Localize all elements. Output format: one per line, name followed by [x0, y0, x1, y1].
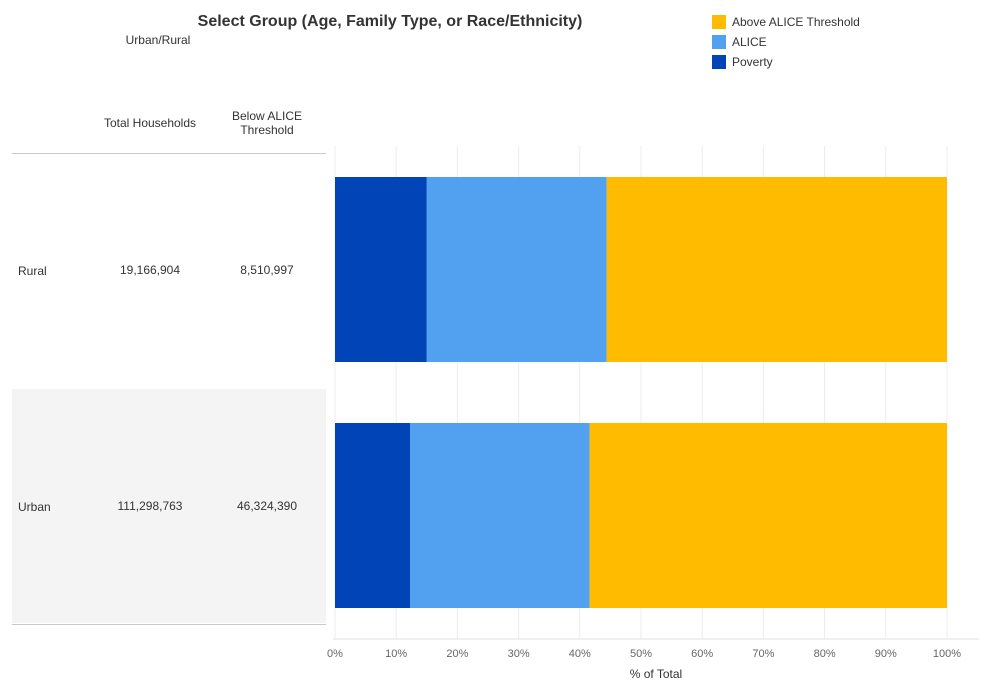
x-tick-label-10: 100%: [933, 648, 961, 660]
x-tick-label-9: 90%: [875, 648, 897, 660]
legend-item-poverty[interactable]: Poverty: [712, 54, 773, 70]
dimension-label: Urban/Rural: [125, 33, 191, 47]
row-label-urban: Urban: [18, 500, 51, 514]
column-header-below-alice: Below ALICE Threshold: [231, 109, 303, 137]
x-tick-label-5: 50%: [630, 648, 652, 660]
legend-label-alice: ALICE: [732, 35, 767, 49]
x-tick-label-3: 30%: [508, 648, 530, 660]
bar-rural-above-alice-threshold: [606, 177, 947, 362]
urban-total-households: 111,298,763: [117, 499, 183, 513]
bar-urban-above-alice-threshold: [589, 423, 947, 608]
x-tick-label-1: 10%: [385, 648, 407, 660]
x-tick-label-7: 70%: [752, 648, 774, 660]
urban-below-alice: 46,324,390: [236, 499, 298, 513]
legend-item-above-alice[interactable]: Above ALICE Threshold: [712, 14, 860, 30]
x-tick-label-0: 0%: [327, 648, 343, 660]
legend-swatch-alice: [712, 35, 726, 49]
table-top-rule: [12, 153, 326, 154]
x-tick-label-8: 80%: [814, 648, 836, 660]
bar-rural-poverty: [335, 177, 427, 362]
x-tick-label-2: 20%: [446, 648, 468, 660]
legend-label-poverty: Poverty: [732, 55, 773, 69]
x-tick-label-4: 40%: [569, 648, 591, 660]
table-row-urban[interactable]: Urban 111,298,763 46,324,390: [12, 389, 326, 623]
legend-label-above-alice: Above ALICE Threshold: [732, 15, 860, 29]
x-axis-title: % of Total: [630, 667, 682, 681]
table-bottom-rule: [12, 624, 326, 625]
chart-title: Select Group (Age, Family Type, or Race/…: [197, 13, 583, 30]
rural-below-alice: 8,510,997: [240, 263, 294, 277]
bar-urban-poverty: [335, 423, 411, 608]
column-header-total-households: Total Households: [103, 116, 197, 130]
table-row-rural[interactable]: Rural 19,166,904 8,510,997: [12, 154, 326, 388]
bar-rural-alice: [426, 177, 607, 362]
x-tick-label-6: 60%: [691, 648, 713, 660]
legend-swatch-above-alice: [712, 15, 726, 29]
rural-total-households: 19,166,904: [119, 263, 181, 277]
legend-item-alice[interactable]: ALICE: [712, 34, 767, 50]
legend-swatch-poverty: [712, 55, 726, 69]
bar-urban-alice: [410, 423, 590, 608]
row-label-rural: Rural: [18, 264, 47, 278]
